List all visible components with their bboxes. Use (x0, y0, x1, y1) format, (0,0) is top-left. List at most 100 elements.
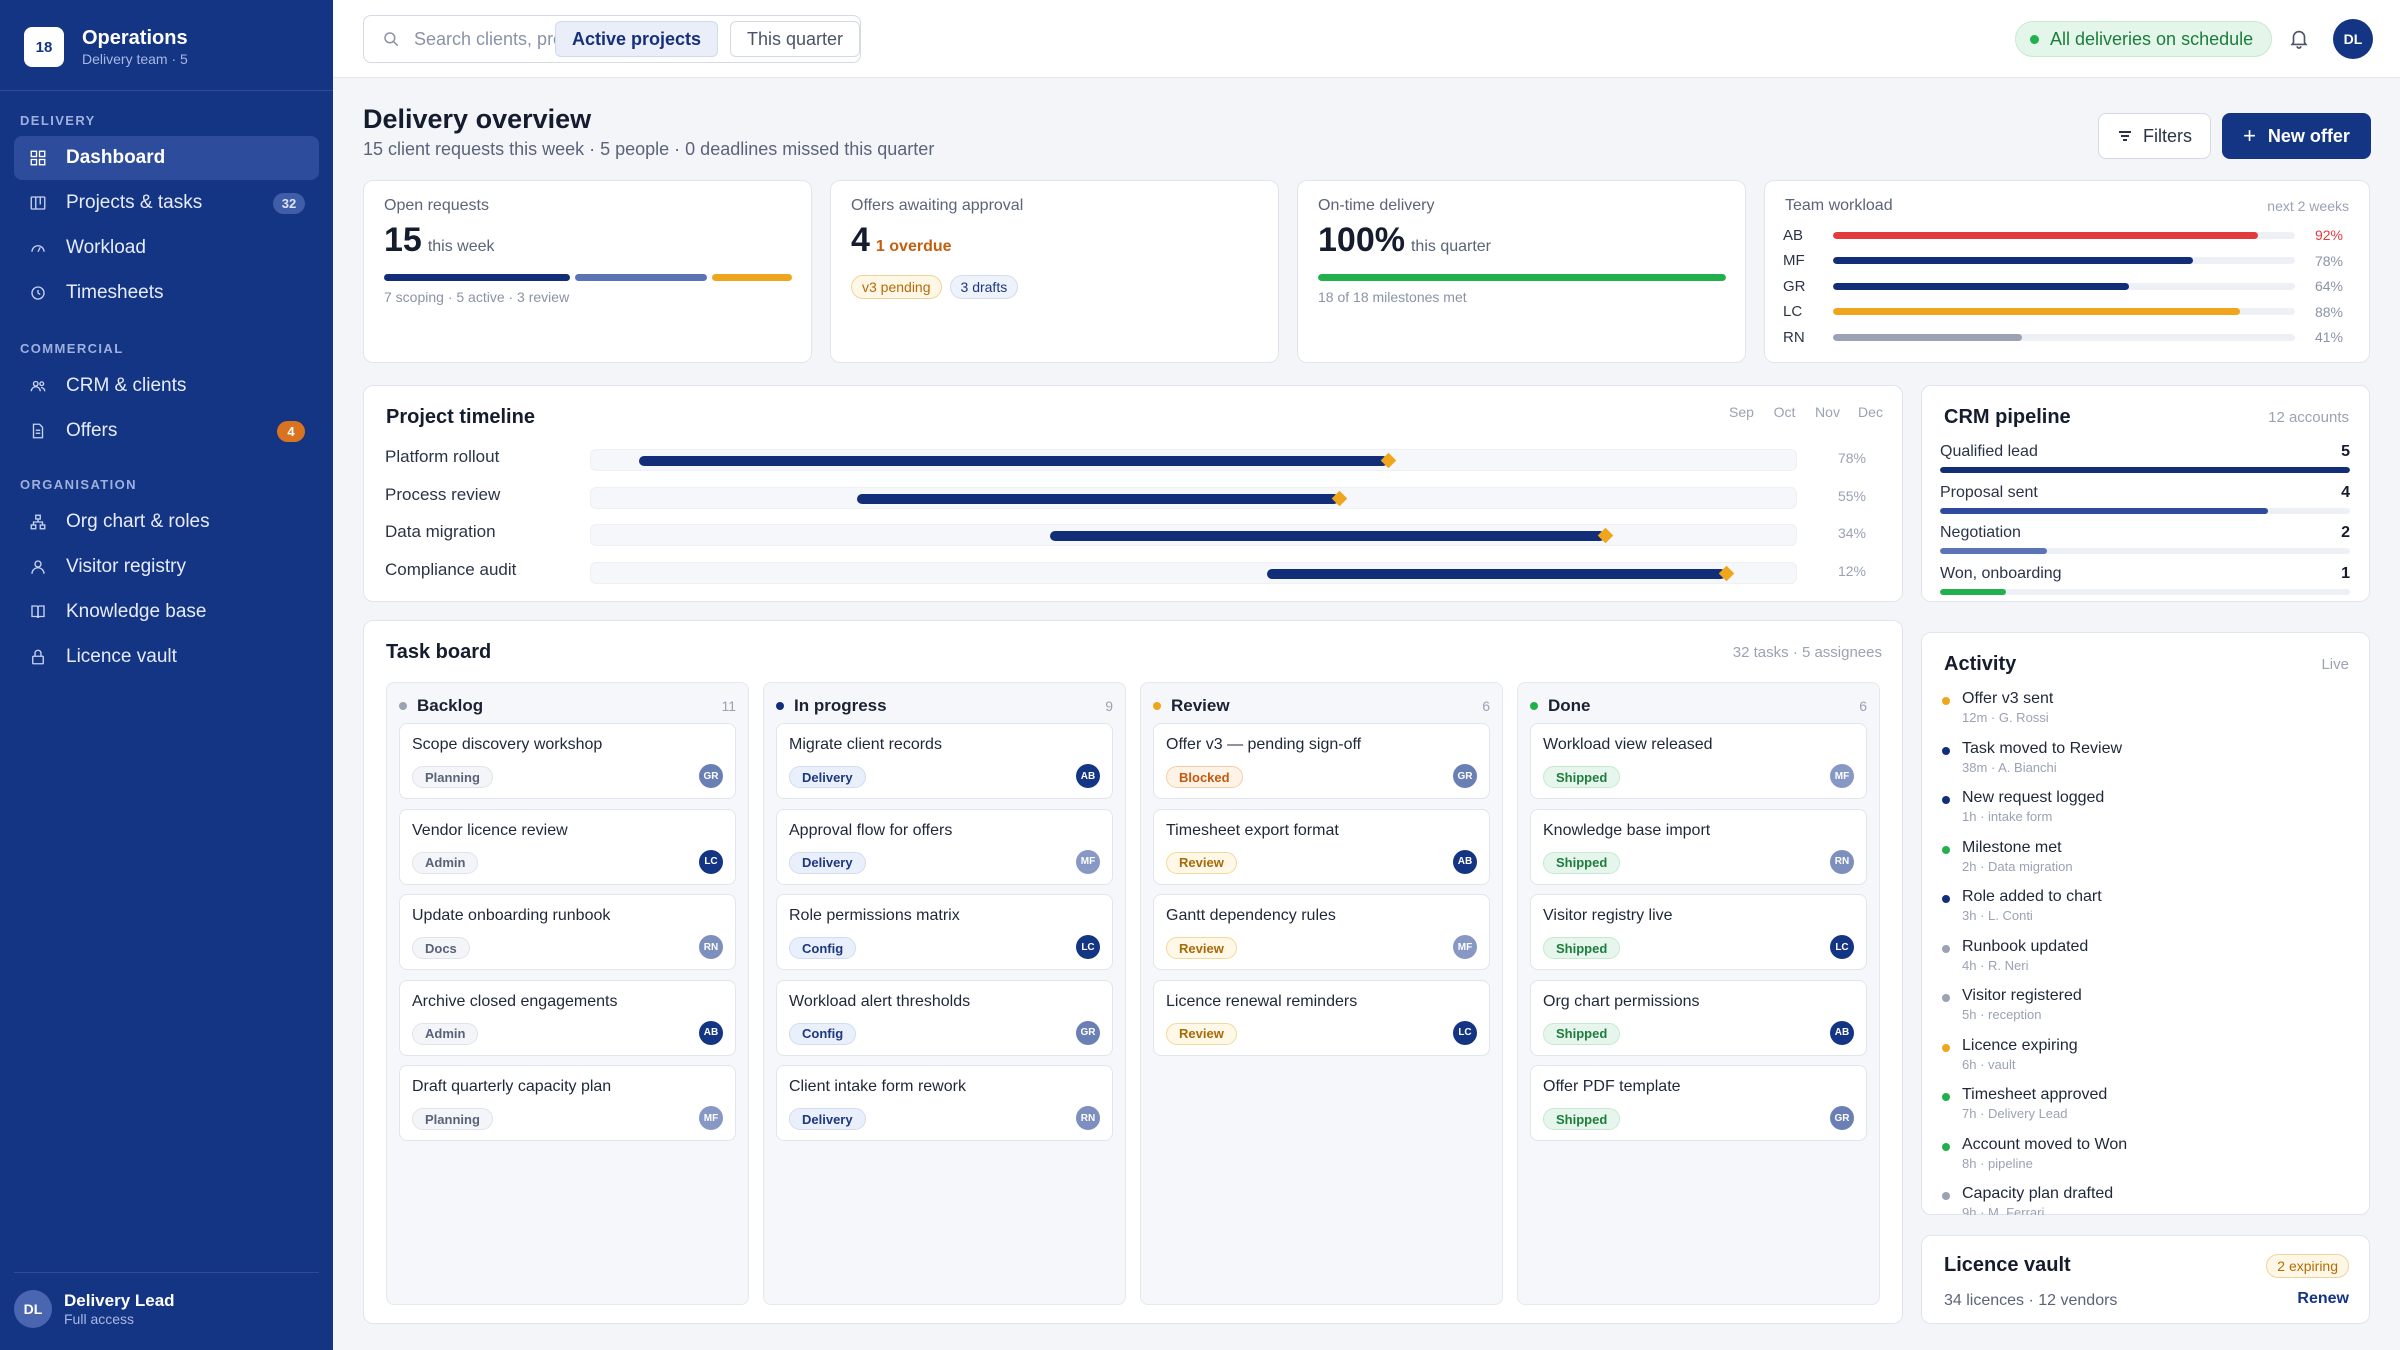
new-offer-label: New offer (2267, 125, 2350, 146)
task-card[interactable]: Client intake form rework Delivery RN (776, 1065, 1113, 1141)
workload-row[interactable]: LC 88% (1783, 302, 2343, 322)
task-card[interactable]: Offer v3 — pending sign-off Blocked GR (1153, 723, 1490, 799)
task-card[interactable]: Visitor registry live Shipped LC (1530, 894, 1867, 970)
sidebar-item-workload[interactable]: Workload (14, 226, 319, 270)
assignee-avatar[interactable]: LC (1453, 1020, 1477, 1045)
task-card[interactable]: Update onboarding runbook Docs RN (399, 894, 736, 970)
assignee-avatar[interactable]: MF (1076, 849, 1100, 874)
assignee-avatar[interactable]: GR (699, 764, 723, 788)
sidebar-item-crm-clients[interactable]: CRM & clients (14, 364, 319, 408)
assignee-avatar[interactable]: RN (699, 935, 723, 959)
task-card[interactable]: Scope discovery workshop Planning GR (399, 723, 736, 799)
licence-vault-card[interactable]: Licence vault 2 expiring 34 licences · 1… (1921, 1235, 2370, 1324)
kpi-open-requests[interactable]: Open requests 15 this week 7 scoping · 5 … (363, 180, 812, 363)
activity-dot (1942, 1093, 1950, 1101)
kpi-on-time-delivery[interactable]: On-time delivery 100% this quarter 18 of … (1297, 180, 1746, 363)
timeline-row[interactable]: Data migration 34% (385, 519, 1885, 546)
workload-row[interactable]: RN 41% (1783, 327, 2343, 347)
task-card[interactable]: Workload alert thresholds Config GR (776, 979, 1113, 1056)
sidebar-item-offers[interactable]: Offers 4 (14, 409, 319, 453)
sidebar-item-label: Offers (66, 420, 118, 441)
filters-button[interactable]: Filters (2098, 113, 2211, 159)
sidebar-item-licence-vault[interactable]: Licence vault (14, 635, 319, 679)
assignee-avatar[interactable]: GR (1830, 1106, 1854, 1130)
assignee-avatar[interactable]: LC (699, 849, 723, 874)
task-title: Workload view released (1543, 736, 1713, 753)
pipeline-stage[interactable]: Qualified lead 5 (1940, 443, 2350, 473)
pipeline-stage[interactable]: Negotiation 2 (1940, 524, 2350, 554)
assignee-avatar[interactable]: RN (1076, 1106, 1100, 1130)
assignee-avatar[interactable]: RN (1830, 849, 1854, 874)
pipeline-stage[interactable]: Won, onboarding 1 (1940, 565, 2350, 595)
task-card[interactable]: Role permissions matrix Config LC (776, 894, 1113, 970)
sidebar-footer-divider (14, 1272, 319, 1273)
timeline-row[interactable]: Platform rollout 78% (385, 444, 1885, 471)
task-card[interactable]: Gantt dependency rules Review MF (1153, 894, 1490, 970)
stage-count: 4 (2341, 483, 2350, 501)
assignee-avatar[interactable]: AB (1453, 849, 1477, 874)
sidebar-user[interactable]: DL Delivery Lead Full access (14, 1290, 175, 1328)
task-title: Client intake form rework (789, 1078, 966, 1095)
tag-drafts[interactable]: 3 drafts (949, 275, 1019, 299)
task-card[interactable]: Licence renewal reminders Review LC (1153, 979, 1490, 1056)
timeline-bar[interactable] (856, 493, 1340, 504)
task-card[interactable]: Offer PDF template Shipped GR (1530, 1065, 1867, 1141)
activity-title: Capacity plan drafted (1962, 1185, 2114, 1202)
sidebar-item-org-chart-roles[interactable]: Org chart & roles (14, 500, 319, 544)
timeline-bar[interactable] (639, 456, 1388, 466)
assignee-avatar[interactable]: MF (699, 1106, 723, 1130)
pipeline-stage[interactable]: Proposal sent 4 (1940, 483, 2350, 514)
activity-dot (1942, 796, 1950, 804)
task-card[interactable]: Migrate client records Delivery AB (776, 723, 1113, 799)
month-label: Dec (1858, 404, 1883, 420)
chip-active-projects[interactable]: Active projects (555, 21, 719, 57)
task-card[interactable]: Knowledge base import Shipped RN (1530, 808, 1867, 885)
assignee-avatar[interactable]: AB (1830, 1020, 1854, 1045)
assignee-avatar[interactable]: LC (1076, 935, 1100, 959)
assignee-avatar[interactable]: AB (1076, 764, 1100, 788)
assignee-avatar[interactable]: GR (1453, 764, 1477, 788)
task-card[interactable]: Vendor licence review Admin LC (399, 808, 736, 885)
sidebar-item-dashboard[interactable]: Dashboard (14, 136, 319, 180)
sidebar-item-visitor-registry[interactable]: Visitor registry (14, 545, 319, 589)
task-card[interactable]: Timesheet export format Review AB (1153, 808, 1490, 885)
sidebar-item-projects-tasks[interactable]: Projects & tasks 32 (14, 181, 319, 225)
timeline-bar[interactable] (1049, 531, 1605, 541)
card-title: Project timeline (386, 406, 535, 428)
assignee-avatar[interactable]: LC (1830, 935, 1854, 959)
timeline-row[interactable]: Compliance audit 12% (385, 557, 1885, 584)
task-card[interactable]: Approval flow for offers Delivery MF (776, 808, 1113, 885)
assignee-avatar[interactable]: MF (1453, 935, 1477, 959)
new-offer-button[interactable]: + New offer (2222, 113, 2371, 159)
assignee-avatar[interactable]: MF (1830, 764, 1854, 788)
sidebar-heading: COMMERCIAL (20, 341, 124, 356)
tag-v3-pending[interactable]: v3 pending (851, 275, 942, 299)
card-title: CRM pipeline (1944, 406, 2071, 428)
workload-row[interactable]: GR 64% (1783, 276, 2343, 296)
timeline-row[interactable]: Process review 55% (385, 482, 1885, 509)
brand[interactable]: 18 Operations Delivery team · 5 (24, 26, 188, 68)
user-avatar-button[interactable]: DL (2333, 19, 2373, 59)
assignee-avatar[interactable]: AB (699, 1020, 723, 1045)
crm-pipeline-card[interactable]: CRM pipeline 12 accounts (1921, 385, 2370, 602)
chip-this-quarter[interactable]: This quarter (730, 21, 861, 57)
task-title: Gantt dependency rules (1166, 907, 1336, 924)
task-card[interactable]: Archive closed engagements Admin AB (399, 979, 736, 1056)
task-card[interactable]: Org chart permissions Shipped AB (1530, 979, 1867, 1056)
workload-row[interactable]: MF 78% (1783, 251, 2343, 271)
renew-button[interactable]: Renew (2297, 1290, 2349, 1307)
workload-bar (1833, 257, 2295, 264)
timeline-bar[interactable] (1266, 568, 1726, 579)
timeline-track (590, 449, 1797, 471)
notifications-button[interactable] (2288, 27, 2312, 51)
task-card[interactable]: Draft quarterly capacity plan Planning MF (399, 1065, 736, 1141)
assignee-avatar[interactable]: GR (1076, 1020, 1100, 1045)
task-card[interactable]: Workload view released Shipped MF (1530, 723, 1867, 799)
sidebar-item-timesheets[interactable]: Timesheets (14, 271, 319, 315)
sidebar-item-knowledge-base[interactable]: Knowledge base (14, 590, 319, 634)
workload-row[interactable]: AB 92% (1783, 225, 2343, 245)
stage-bar (1940, 507, 2350, 514)
task-title: Offer v3 — pending sign-off (1166, 736, 1362, 753)
team-workload-card[interactable]: Team workload next 2 weeks AB 92% MF 78% GR 6… (1764, 180, 2370, 363)
